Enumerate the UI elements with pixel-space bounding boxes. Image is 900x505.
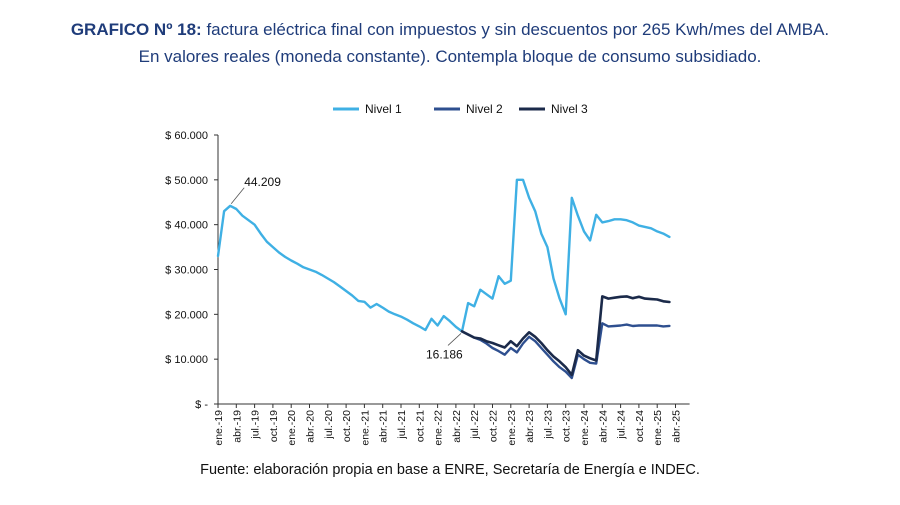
legend-label-nivel-2: Nivel 2: [466, 102, 503, 116]
y-tick-label: $ 30.000: [165, 265, 208, 277]
series-line-nivel-2: [460, 322, 671, 380]
x-tick-label: ene.-22: [433, 410, 445, 446]
x-tick-label: oct.-20: [341, 410, 353, 442]
x-tick-label: ene.-21: [359, 410, 371, 446]
x-tick-label: abr.-20: [305, 410, 317, 443]
x-tick-label: oct.-24: [634, 410, 646, 442]
x-tick-label: ene.-23: [506, 410, 518, 446]
y-tick-label: $ 40.000: [165, 220, 208, 232]
x-tick-label: jul.-24: [616, 410, 628, 440]
x-tick-label: jul.-21: [396, 410, 408, 440]
legend-label-nivel-3: Nivel 3: [551, 102, 588, 116]
series-line-nivel-3: [460, 295, 671, 377]
x-tick-label: ene.-25: [652, 410, 664, 446]
x-tick-label: abr.-22: [451, 410, 463, 443]
x-tick-label: abr.-19: [231, 410, 243, 443]
title-bold-label: GRAFICO Nº 18:: [70, 20, 202, 39]
title-line-2: En valores reales (moneda constante). Co…: [138, 47, 762, 66]
annotation-peak-value: 44.209: [244, 175, 281, 189]
x-tick-label: jul.-23: [542, 410, 554, 440]
annotation-leader-split: [447, 333, 462, 346]
x-tick-label: ene.-24: [579, 410, 591, 446]
source-note: Fuente: elaboración propia en base a ENR…: [200, 462, 700, 478]
chart-axes: [217, 135, 690, 405]
x-tick-label: abr.-21: [378, 410, 390, 443]
x-tick-label: oct.-21: [414, 410, 426, 442]
y-tick-label: $ 60.000: [165, 130, 208, 142]
annotation-end-nivel-3: 22.757: [698, 0, 735, 3]
y-axis-ticks: $ - $ 10.000 $ 20.000 $ 30.000 $ 40.000 $ 50.…: [165, 130, 218, 411]
x-tick-label: oct.-19: [268, 410, 280, 442]
y-tick-label: $ 20.000: [165, 309, 208, 321]
y-tick-label: $ 10.000: [165, 354, 208, 366]
x-tick-label: oct.-23: [561, 410, 573, 442]
x-tick-label: jul.-22: [469, 410, 481, 440]
title-line-1-text: factura eléctrica final con impuestos y …: [201, 20, 830, 39]
x-tick-label: ene.-20: [286, 410, 298, 446]
chart-legend: Nivel 1 Nivel 2 Nivel 3: [333, 102, 588, 116]
x-tick-label: jul.-19: [250, 410, 262, 440]
annotation-split-value: 16.186: [426, 347, 463, 361]
x-tick-label: abr.-23: [524, 410, 536, 443]
chart-series: [216, 178, 671, 380]
x-tick-label: oct.-22: [488, 410, 500, 442]
title-line-1: GRAFICO Nº 18: factura eléctrica final c…: [0, 16, 900, 43]
annotation-end-nivel-2: 17.422: [698, 0, 735, 3]
x-tick-label: abr.-24: [597, 410, 609, 443]
chart-annotations: 44.209 16.186 37.26122.75717.422: [230, 0, 735, 361]
annotation-end-nivel-1: 37.261: [698, 0, 735, 3]
x-tick-label: jul.-20: [323, 410, 335, 440]
x-tick-label: abr.-25: [671, 410, 683, 443]
y-tick-label: $ 50.000: [165, 175, 208, 187]
x-axis-ticks: ene.-19 abr.-19 jul.-19 oct.-19 ene.-20 abr.-…: [213, 404, 683, 446]
series-line-nivel-1: [216, 178, 671, 333]
chart-title: GRAFICO Nº 18: factura eléctrica final c…: [0, 16, 900, 70]
x-tick-label: ene.-19: [213, 410, 225, 446]
y-tick-label: $ -: [195, 399, 208, 411]
legend-label-nivel-1: Nivel 1: [365, 102, 402, 116]
annotation-leader-peak: [230, 187, 245, 205]
